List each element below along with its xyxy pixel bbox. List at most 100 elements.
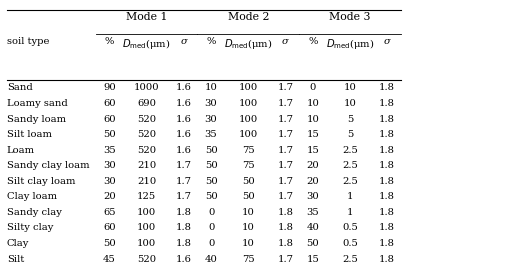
Text: 10: 10: [344, 83, 356, 93]
Text: Silt loam: Silt loam: [7, 130, 52, 139]
Text: 1.7: 1.7: [278, 161, 294, 170]
Text: 1.8: 1.8: [278, 208, 294, 217]
Text: 2.5: 2.5: [342, 146, 358, 155]
Text: σ: σ: [384, 37, 391, 45]
Text: $D_{\mathrm{med}}$(μm): $D_{\mathrm{med}}$(μm): [122, 37, 171, 50]
Text: 1.8: 1.8: [379, 224, 395, 232]
Text: 1.7: 1.7: [176, 177, 192, 186]
Text: 15: 15: [306, 146, 319, 155]
Text: 60: 60: [103, 115, 116, 124]
Text: 35: 35: [204, 130, 218, 139]
Text: 0.5: 0.5: [342, 224, 358, 232]
Text: Sandy clay: Sandy clay: [7, 208, 62, 217]
Text: Sandy clay loam: Sandy clay loam: [7, 161, 89, 170]
Text: 520: 520: [137, 255, 156, 263]
Text: 1.8: 1.8: [278, 224, 294, 232]
Text: 1.7: 1.7: [278, 146, 294, 155]
Text: 75: 75: [242, 255, 255, 263]
Text: 1.6: 1.6: [176, 146, 192, 155]
Text: 1.7: 1.7: [278, 177, 294, 186]
Text: 1.7: 1.7: [176, 192, 192, 201]
Text: %: %: [308, 37, 317, 45]
Text: Silt clay loam: Silt clay loam: [7, 177, 75, 186]
Text: 1.8: 1.8: [379, 99, 395, 108]
Text: σ: σ: [282, 37, 289, 45]
Text: 1.8: 1.8: [379, 146, 395, 155]
Text: 520: 520: [137, 130, 156, 139]
Text: 10: 10: [242, 224, 255, 232]
Text: 50: 50: [204, 161, 218, 170]
Text: 50: 50: [204, 192, 218, 201]
Text: 65: 65: [103, 208, 116, 217]
Text: 1.6: 1.6: [176, 255, 192, 263]
Text: 35: 35: [306, 208, 319, 217]
Text: 520: 520: [137, 146, 156, 155]
Text: 1.6: 1.6: [176, 83, 192, 93]
Text: 45: 45: [103, 255, 116, 263]
Text: $D_{\mathrm{med}}$(μm): $D_{\mathrm{med}}$(μm): [224, 37, 272, 50]
Text: 10: 10: [344, 99, 356, 108]
Text: Mode 2: Mode 2: [228, 12, 269, 22]
Text: 100: 100: [137, 208, 156, 217]
Text: 0.5: 0.5: [342, 239, 358, 248]
Text: 1.7: 1.7: [176, 161, 192, 170]
Text: 50: 50: [103, 239, 116, 248]
Text: 1.8: 1.8: [379, 161, 395, 170]
Text: 90: 90: [103, 83, 116, 93]
Text: 60: 60: [103, 99, 116, 108]
Text: 1.8: 1.8: [379, 115, 395, 124]
Text: 10: 10: [306, 99, 319, 108]
Text: 15: 15: [306, 255, 319, 263]
Text: 20: 20: [103, 192, 116, 201]
Text: 1.8: 1.8: [379, 192, 395, 201]
Text: Clay: Clay: [7, 239, 29, 248]
Text: 1.7: 1.7: [278, 99, 294, 108]
Text: Loamy sand: Loamy sand: [7, 99, 67, 108]
Text: 75: 75: [242, 161, 255, 170]
Text: 40: 40: [204, 255, 218, 263]
Text: 15: 15: [306, 130, 319, 139]
Text: 1: 1: [347, 208, 353, 217]
Text: soil type: soil type: [7, 37, 49, 45]
Text: 125: 125: [137, 192, 156, 201]
Text: 0: 0: [309, 83, 316, 93]
Text: 30: 30: [103, 161, 116, 170]
Text: 1.8: 1.8: [379, 83, 395, 93]
Text: 100: 100: [239, 130, 258, 139]
Text: 50: 50: [242, 192, 255, 201]
Text: 0: 0: [208, 208, 214, 217]
Text: %: %: [207, 37, 216, 45]
Text: Clay loam: Clay loam: [7, 192, 57, 201]
Text: 50: 50: [242, 177, 255, 186]
Text: %: %: [105, 37, 114, 45]
Text: 75: 75: [242, 146, 255, 155]
Text: 210: 210: [137, 177, 156, 186]
Text: 1.6: 1.6: [176, 130, 192, 139]
Text: 1.7: 1.7: [278, 255, 294, 263]
Text: σ: σ: [180, 37, 187, 45]
Text: 2.5: 2.5: [342, 255, 358, 263]
Text: 5: 5: [347, 115, 353, 124]
Text: 10: 10: [204, 83, 218, 93]
Text: 1: 1: [347, 192, 353, 201]
Text: 520: 520: [137, 115, 156, 124]
Text: 1.7: 1.7: [278, 115, 294, 124]
Text: 100: 100: [137, 239, 156, 248]
Text: 2.5: 2.5: [342, 161, 358, 170]
Text: 1.7: 1.7: [278, 130, 294, 139]
Text: 10: 10: [242, 208, 255, 217]
Text: Mode 1: Mode 1: [126, 12, 168, 22]
Text: 100: 100: [239, 115, 258, 124]
Text: 1000: 1000: [134, 83, 159, 93]
Text: 1.7: 1.7: [278, 83, 294, 93]
Text: 50: 50: [204, 146, 218, 155]
Text: 60: 60: [103, 224, 116, 232]
Text: 1.8: 1.8: [379, 177, 395, 186]
Text: Silt: Silt: [7, 255, 24, 263]
Text: 0: 0: [208, 239, 214, 248]
Text: 1.8: 1.8: [176, 239, 192, 248]
Text: 20: 20: [306, 177, 319, 186]
Text: 100: 100: [239, 83, 258, 93]
Text: Sand: Sand: [7, 83, 32, 93]
Text: 210: 210: [137, 161, 156, 170]
